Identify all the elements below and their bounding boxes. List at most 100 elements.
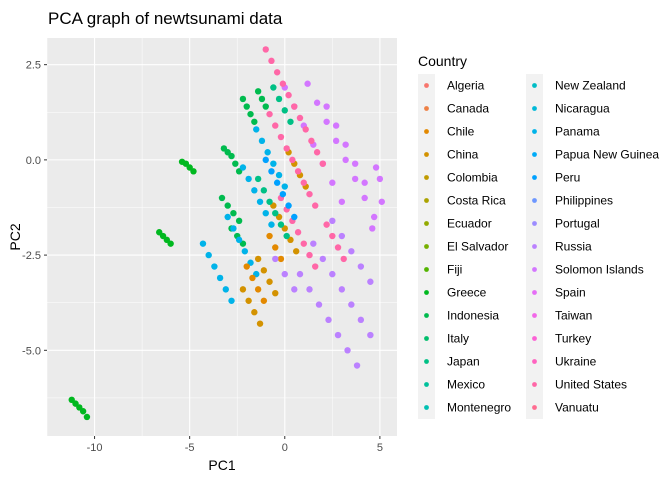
point-5-15: [323, 103, 330, 110]
legend-label-8: Fiji: [447, 263, 462, 277]
point-1-17: [258, 95, 266, 103]
point-3-5: [260, 267, 268, 274]
point-6-20: [281, 270, 288, 278]
point-6-9: [329, 270, 336, 278]
series-greece: [68, 158, 197, 421]
legend-key-20: [532, 198, 537, 203]
x-tick-label-1: -5: [185, 442, 195, 454]
point-7-15: [289, 156, 296, 164]
point-1-3: [232, 160, 239, 167]
legend-label-7: El Salvador: [447, 240, 508, 254]
point-7-29: [334, 244, 342, 251]
y-axis: 2.5 0.0 -2.5 -5.0: [22, 60, 47, 357]
legend-label-19: Peru: [555, 171, 580, 185]
point-4-1: [249, 274, 256, 282]
point-1-5: [218, 194, 226, 202]
point-2-12: [239, 164, 247, 171]
point-7-8: [308, 137, 315, 145]
legend-key-16: [532, 106, 537, 111]
legend-key-26: [532, 336, 537, 341]
legend-label-0: Algeria: [447, 79, 485, 93]
point-6-2: [315, 301, 323, 308]
point-6-19: [272, 255, 279, 263]
point-2-0: [199, 240, 207, 247]
point-8-3: [272, 209, 279, 217]
point-7-25: [306, 251, 313, 259]
series-russia: [272, 217, 374, 369]
point-7-10: [319, 160, 327, 167]
point-5-7: [304, 80, 311, 87]
point-5-6: [338, 198, 346, 205]
legend-key-29: [532, 405, 537, 410]
legend-label-22: Russia: [555, 240, 592, 254]
point-6-4: [334, 331, 342, 339]
legend-label-6: Ecuador: [447, 217, 492, 231]
point-6-16: [348, 248, 355, 255]
point-7-9: [313, 149, 321, 156]
point-0-8: [167, 240, 174, 247]
point-2-21: [270, 160, 277, 167]
point-6-13: [367, 331, 374, 339]
x-tick-label-3: 5: [377, 442, 383, 454]
x-tick-label-2: 0: [282, 442, 288, 454]
data-points: [68, 46, 385, 421]
legend-key-14: [424, 405, 429, 410]
series-japan: [254, 84, 294, 240]
point-7-30: [340, 255, 347, 263]
point-7-1: [268, 57, 275, 65]
point-8-8: [281, 107, 288, 114]
legend-key-27: [532, 359, 537, 364]
point-7-4: [285, 91, 292, 99]
y-tick-label-1: 0.0: [26, 155, 41, 167]
point-7-14: [283, 145, 290, 152]
legend-label-14: Montenegro: [447, 401, 511, 415]
point-7-0: [262, 46, 269, 53]
point-4-6: [277, 255, 285, 263]
legend-label-13: Mexico: [447, 378, 485, 392]
point-1-18: [262, 103, 269, 110]
point-2-22: [275, 171, 283, 179]
point-7-18: [306, 190, 313, 198]
legend-key-17: [532, 129, 537, 134]
point-2-19: [258, 137, 266, 145]
point-7-3: [279, 80, 287, 87]
legend-key-6: [424, 221, 429, 226]
legend-key-22: [532, 244, 537, 249]
point-2-9: [241, 248, 249, 255]
legend-label-25: Taiwan: [555, 309, 592, 323]
legend-key-9: [424, 290, 429, 295]
point-2-1: [205, 251, 212, 259]
point-6-6: [353, 362, 361, 369]
legend-key-8: [424, 267, 429, 272]
point-6-18: [367, 278, 374, 285]
point-0-12: [190, 168, 197, 175]
point-8-1: [260, 187, 268, 194]
legend-key-10: [424, 313, 429, 318]
point-9-1: [268, 168, 275, 175]
point-2-20: [264, 149, 271, 156]
point-0-3: [79, 408, 87, 415]
legend-key-3: [424, 152, 429, 157]
x-tick-label-0: -10: [87, 442, 103, 454]
y-tick-label-0: 2.5: [26, 60, 41, 72]
point-5-16: [332, 122, 340, 129]
point-5-8: [313, 99, 321, 106]
legend-label-18: Papua New Guinea: [555, 148, 659, 162]
point-2-17: [268, 221, 275, 228]
legend-key-12: [424, 359, 429, 364]
legend-key-25: [532, 313, 537, 318]
point-1-10: [243, 103, 250, 110]
point-2-15: [256, 198, 264, 205]
point-2-23: [281, 183, 288, 190]
point-6-1: [306, 286, 313, 293]
legend-key-18: [532, 152, 537, 157]
point-6-3: [325, 316, 332, 324]
point-7-13: [277, 133, 285, 141]
point-5-23: [378, 198, 385, 205]
point-8-9: [287, 118, 294, 125]
point-2-6: [224, 213, 231, 221]
legend-label-21: Portugal: [555, 217, 600, 231]
point-6-21: [291, 286, 298, 293]
point-6-14: [329, 217, 336, 225]
